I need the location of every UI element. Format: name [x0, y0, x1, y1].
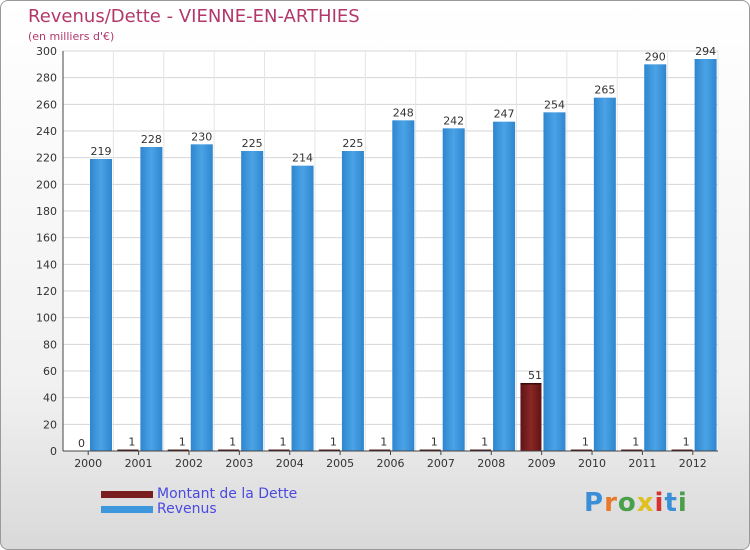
- data-label-revenus: 242: [443, 114, 464, 127]
- x-tick-label: 2001: [125, 457, 153, 470]
- data-label-revenus: 214: [292, 152, 313, 165]
- logo-letter: o: [617, 488, 637, 518]
- data-label-dette: 0: [78, 437, 85, 450]
- bar-dette-cap: [268, 449, 290, 452]
- y-tick-label: 0: [50, 445, 57, 458]
- y-tick-label: 160: [36, 232, 57, 245]
- data-label-revenus: 225: [242, 137, 263, 150]
- data-label-dette: 1: [229, 436, 236, 449]
- logo-letter: i: [677, 488, 688, 518]
- data-label-dette: 1: [582, 436, 589, 449]
- bar-revenus: [442, 128, 465, 451]
- data-label-dette: 51: [528, 369, 542, 382]
- bar-dette-cap: [419, 449, 441, 452]
- logo-letter: i: [654, 488, 665, 518]
- x-tick-label: 2000: [74, 457, 102, 470]
- data-label-dette: 1: [330, 436, 337, 449]
- logo-letter: t: [664, 488, 678, 518]
- bar-revenus: [140, 147, 163, 451]
- y-tick-label: 40: [43, 392, 57, 405]
- legend-label-revenus: Revenus: [157, 501, 217, 517]
- data-label-revenus: 265: [594, 84, 615, 97]
- data-label-dette: 1: [280, 436, 287, 449]
- legend-label-dette: Montant de la Dette: [157, 486, 298, 502]
- bar-dette-cap: [117, 449, 139, 452]
- bar-revenus: [341, 151, 364, 451]
- y-tick-label: 240: [36, 125, 57, 138]
- bar-dette-cap: [318, 449, 340, 452]
- bar-dette-cap: [520, 383, 542, 385]
- bar-revenus: [644, 64, 667, 452]
- y-tick-label: 60: [43, 365, 57, 378]
- y-tick-label: 20: [43, 418, 57, 431]
- chart-subtitle: (en milliers d'€): [28, 30, 115, 43]
- x-tick-label: 2007: [427, 457, 455, 470]
- x-tick-label: 2012: [679, 457, 707, 470]
- bar-revenus: [392, 120, 415, 451]
- data-label-revenus: 248: [393, 106, 414, 119]
- data-label-dette: 1: [179, 436, 186, 449]
- x-tick-label: 2009: [528, 457, 556, 470]
- data-label-dette: 1: [128, 436, 135, 449]
- bar-dette: [520, 383, 542, 451]
- bar-dette-cap: [671, 449, 693, 452]
- bar-revenus: [241, 151, 264, 451]
- bar-dette-cap: [167, 449, 189, 452]
- data-label-revenus: 247: [494, 108, 515, 121]
- y-tick-label: 220: [36, 152, 57, 165]
- bar-dette-cap: [218, 449, 240, 452]
- logo-letter: r: [604, 488, 618, 518]
- x-tick-label: 2010: [578, 457, 606, 470]
- bar-dette-cap: [470, 449, 492, 452]
- bar-dette-cap: [369, 449, 391, 452]
- x-tick-label: 2008: [477, 457, 505, 470]
- data-label-revenus: 294: [695, 45, 716, 58]
- data-label-revenus: 254: [544, 98, 565, 111]
- proxiti-logo: Proxiti: [584, 488, 688, 518]
- legend-swatch-dette: [101, 491, 153, 498]
- y-tick-label: 280: [36, 72, 57, 85]
- data-label-revenus: 219: [91, 145, 112, 158]
- data-label-revenus: 225: [342, 137, 363, 150]
- data-label-revenus: 230: [191, 130, 212, 143]
- chart-title: Revenus/Dette - VIENNE-EN-ARTHIES: [28, 6, 360, 27]
- y-tick-label: 100: [36, 312, 57, 325]
- y-tick-label: 180: [36, 205, 57, 218]
- data-label-dette: 1: [632, 436, 639, 449]
- x-tick-label: 2005: [326, 457, 354, 470]
- logo-letter: P: [584, 488, 605, 518]
- bar-revenus: [291, 165, 314, 451]
- y-tick-label: 80: [43, 338, 57, 351]
- data-label-revenus: 290: [645, 50, 666, 63]
- data-label-dette: 1: [380, 436, 387, 449]
- bar-revenus: [694, 59, 717, 451]
- y-tick-label: 200: [36, 178, 57, 191]
- bar-revenus: [593, 97, 616, 452]
- data-label-dette: 1: [431, 436, 438, 449]
- x-tick-label: 2003: [225, 457, 253, 470]
- x-tick-label: 2011: [628, 457, 656, 470]
- bar-dette-cap: [570, 449, 592, 452]
- data-label-dette: 1: [683, 436, 690, 449]
- bar-dette-cap: [621, 449, 643, 452]
- legend-swatch-revenus: [101, 506, 153, 513]
- x-tick-label: 2004: [276, 457, 304, 470]
- y-tick-label: 120: [36, 285, 57, 298]
- logo-letter: x: [636, 488, 655, 518]
- bar-revenus: [493, 121, 516, 452]
- data-label-dette: 1: [481, 436, 488, 449]
- x-tick-label: 2002: [175, 457, 203, 470]
- bar-revenus: [90, 159, 112, 451]
- bar-revenus: [543, 112, 566, 451]
- y-tick-label: 140: [36, 258, 57, 271]
- x-tick-label: 2006: [377, 457, 405, 470]
- data-label-revenus: 228: [141, 133, 162, 146]
- y-tick-label: 300: [36, 45, 57, 58]
- bar-revenus: [190, 144, 213, 452]
- y-tick-label: 260: [36, 98, 57, 111]
